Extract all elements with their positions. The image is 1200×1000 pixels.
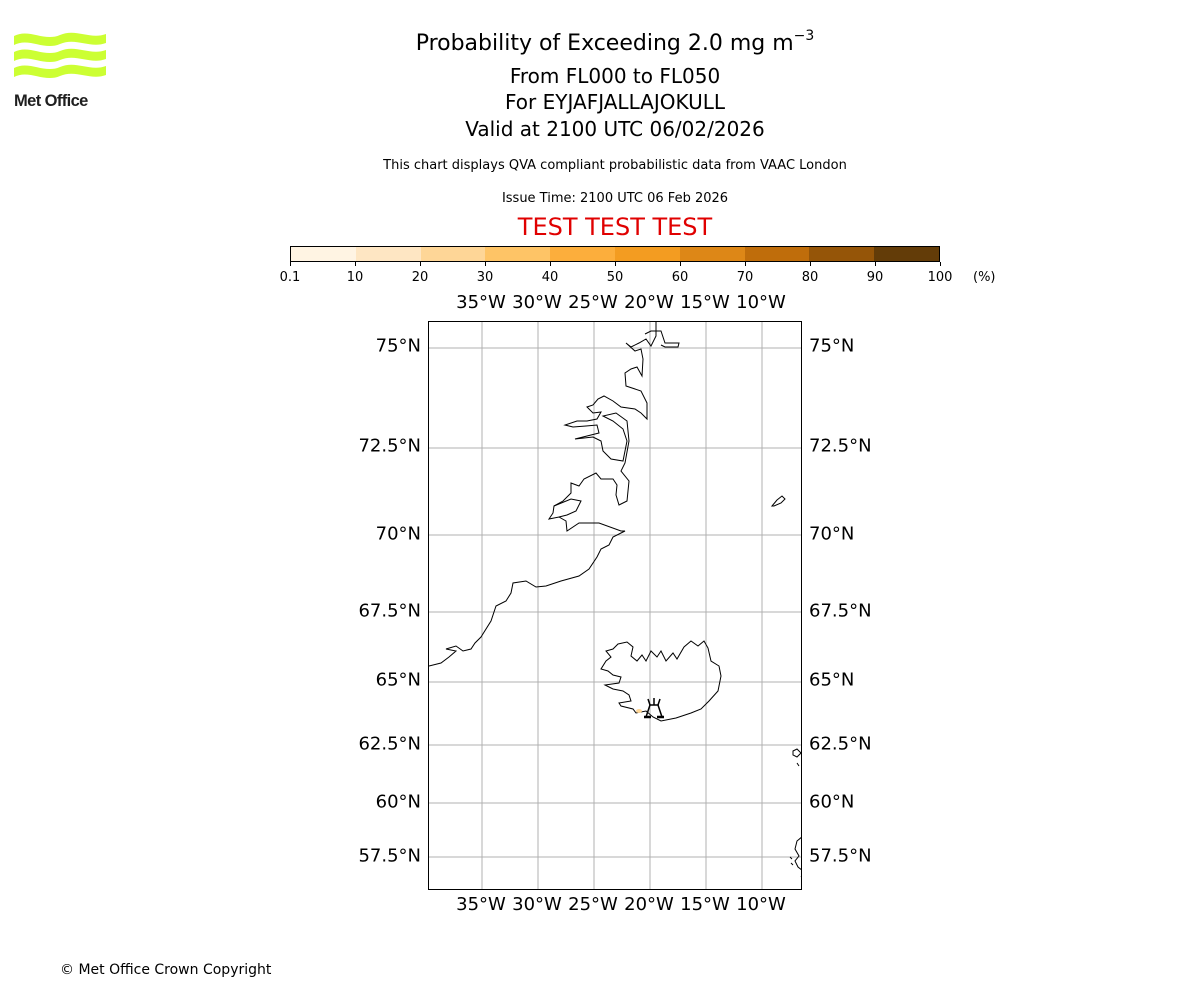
colorbar-tick-mark — [810, 262, 811, 266]
coastlines — [429, 322, 801, 877]
colorbar-tick-label: 40 — [541, 270, 559, 285]
colorbar-segment — [744, 247, 810, 261]
longitude-label: 15°W — [680, 292, 730, 313]
flight-levels: From FL000 to FL050 — [509, 64, 721, 88]
latitude-label: 65°N — [809, 669, 855, 691]
colorbar-tick-mark — [355, 262, 356, 266]
longitude-label: 30°W — [512, 292, 562, 313]
graticule — [429, 322, 801, 889]
map-svg — [429, 322, 801, 889]
test-banner: TEST TEST TEST — [517, 213, 713, 241]
colorbar-tick-mark — [290, 262, 291, 266]
latitude-label: 67.5°N — [358, 600, 421, 622]
colorbar-tick-label: 60 — [671, 270, 689, 285]
longitude-label: 15°W — [680, 894, 730, 915]
colorbar-segment — [679, 247, 745, 261]
volcano-name: For EYJAFJALLAJOKULL — [505, 90, 725, 114]
colorbar-tick-mark — [615, 262, 616, 266]
latitude-label: 60°N — [809, 791, 855, 813]
latitude-label: 65°N — [375, 669, 421, 691]
colorbar-segment — [874, 247, 939, 261]
ash-probability-area — [636, 709, 642, 713]
latitude-label: 60°N — [375, 791, 421, 813]
latitude-label: 75°N — [809, 335, 855, 357]
colorbar-tick-mark — [680, 262, 681, 266]
colorbar — [290, 246, 940, 262]
logo-text: Met Office — [14, 92, 88, 110]
met-office-waves-icon — [14, 32, 106, 79]
latitude-label: 75°N — [375, 335, 421, 357]
valid-time: Valid at 2100 UTC 06/02/2026 — [465, 117, 765, 141]
colorbar-segment — [291, 247, 356, 261]
colorbar-tick-mark — [485, 262, 486, 266]
data-note: This chart displays QVA compliant probab… — [383, 158, 847, 173]
longitude-label: 35°W — [456, 894, 506, 915]
latitude-label: 57.5°N — [809, 845, 872, 867]
longitude-label: 10°W — [736, 292, 786, 313]
colorbar-tick-label: 0.1 — [279, 270, 301, 285]
copyright-notice: © Met Office Crown Copyright — [60, 962, 272, 978]
colorbar-tick-label: 10 — [346, 270, 364, 285]
longitude-label: 30°W — [512, 894, 562, 915]
volcano-icon — [644, 698, 664, 719]
colorbar-tick-mark — [420, 262, 421, 266]
colorbar-segment — [614, 247, 680, 261]
colorbar-tick-label: 70 — [736, 270, 754, 285]
map-panel[interactable] — [428, 321, 802, 890]
latitude-label: 72.5°N — [358, 435, 421, 457]
colorbar-segment — [355, 247, 421, 261]
colorbar-tick-label: 100 — [927, 270, 953, 285]
latitude-label: 62.5°N — [809, 733, 872, 755]
colorbar-tick-label: 20 — [411, 270, 429, 285]
colorbar-segment — [809, 247, 875, 261]
colorbar-segment — [485, 247, 551, 261]
colorbar-tick-mark — [940, 262, 941, 266]
longitude-label: 25°W — [568, 292, 618, 313]
latitude-label: 67.5°N — [809, 600, 872, 622]
colorbar-tick-mark — [745, 262, 746, 266]
latitude-label: 70°N — [375, 523, 421, 545]
longitude-label: 25°W — [568, 894, 618, 915]
longitude-label: 10°W — [736, 894, 786, 915]
longitude-label: 20°W — [624, 894, 674, 915]
latitude-label: 70°N — [809, 523, 855, 545]
colorbar-tick-label: 80 — [801, 270, 819, 285]
colorbar-tick-mark — [550, 262, 551, 266]
longitude-label: 35°W — [456, 292, 506, 313]
colorbar-segment — [550, 247, 615, 261]
colorbar-unit: (%) — [973, 270, 996, 285]
latitude-label: 72.5°N — [809, 435, 872, 457]
colorbar-tick-label: 90 — [866, 270, 884, 285]
latitude-label: 57.5°N — [358, 845, 421, 867]
colorbar-tick-label: 50 — [606, 270, 624, 285]
chart-title: Probability of Exceeding 2.0 mg m−3 — [415, 28, 815, 56]
colorbar-tick-label: 30 — [476, 270, 494, 285]
longitude-label: 20°W — [624, 292, 674, 313]
issue-time: Issue Time: 2100 UTC 06 Feb 2026 — [501, 191, 729, 206]
met-office-logo: Met Office — [14, 30, 106, 112]
colorbar-tick-mark — [875, 262, 876, 266]
latitude-label: 62.5°N — [358, 733, 421, 755]
colorbar-segment — [420, 247, 486, 261]
